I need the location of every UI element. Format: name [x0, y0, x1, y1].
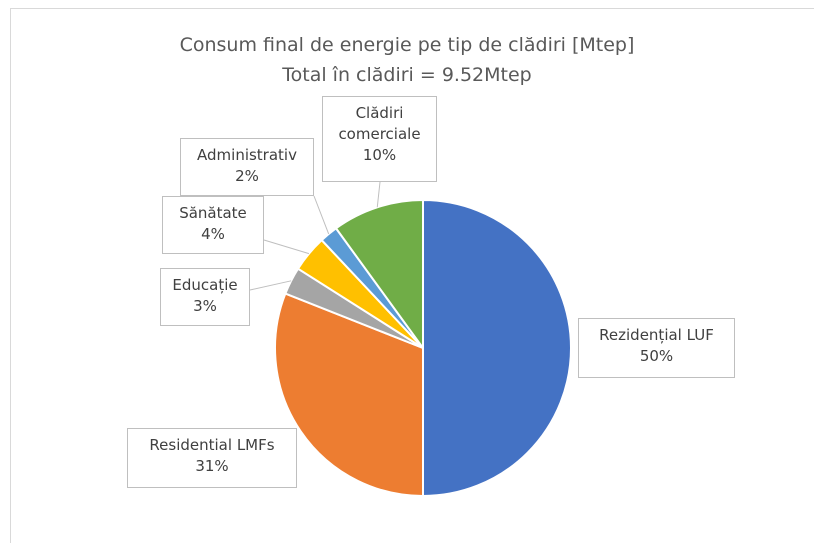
label-category: Rezidențial LUF — [599, 326, 714, 344]
leader-line — [376, 181, 381, 208]
data-label: Residential LMFs 31% — [127, 428, 297, 488]
label-value: 3% — [193, 297, 217, 315]
label-category: Clădiri comerciale — [338, 104, 421, 143]
data-label: Educație 3% — [160, 268, 250, 326]
chart-subtitle: Total în clădiri = 9.52Mtep — [282, 64, 532, 86]
label-value: 4% — [201, 225, 225, 243]
data-label: Sănătate 4% — [162, 196, 264, 254]
label-category: Residential LMFs — [149, 436, 275, 454]
data-label: Administrativ 2% — [180, 138, 314, 196]
leader-line — [249, 280, 292, 291]
pie-slice — [422, 198, 572, 498]
leader-line — [263, 239, 310, 255]
data-label: Clădiri comerciale 10% — [322, 96, 437, 182]
label-value: 10% — [362, 146, 397, 164]
chart-frame — [10, 8, 814, 543]
pie-slice — [274, 292, 424, 498]
data-label: Rezidențial LUF 50% — [578, 318, 735, 378]
label-value: 2% — [235, 167, 259, 185]
label-category: Sănătate — [179, 204, 247, 222]
label-category: Educație — [172, 276, 238, 294]
chart-title: Consum final de energie pe tip de clădir… — [179, 34, 635, 56]
label-value: 50% — [639, 347, 674, 365]
leader-line — [313, 195, 330, 235]
label-category: Administrativ — [197, 146, 297, 164]
label-value: 31% — [195, 457, 229, 475]
